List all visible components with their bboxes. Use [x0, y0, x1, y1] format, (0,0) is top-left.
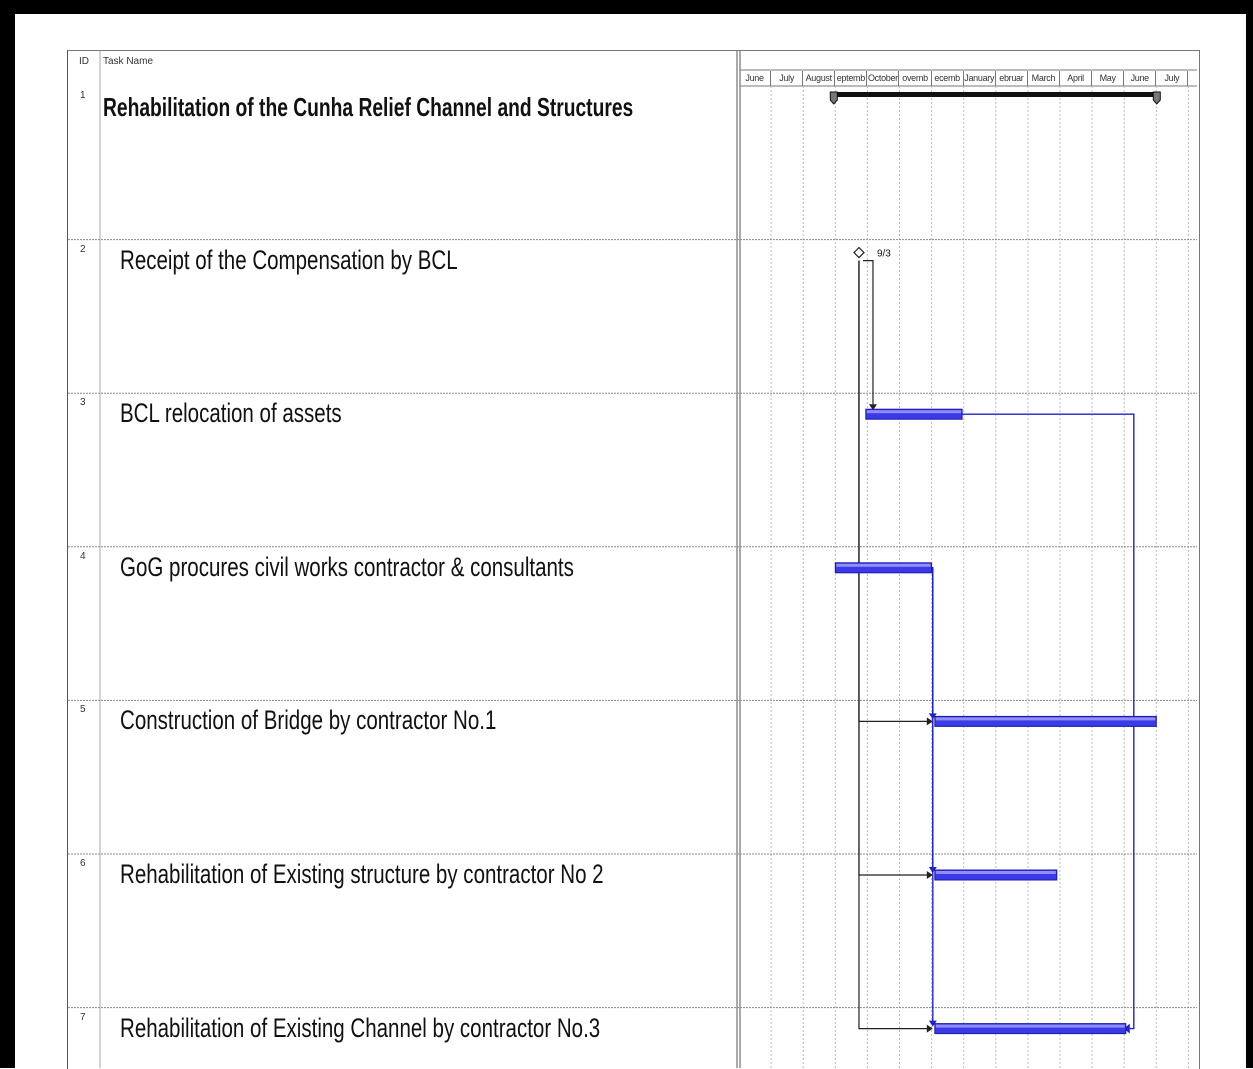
task-bar-highlight: [935, 717, 1156, 721]
task-id: 3: [80, 397, 86, 409]
task-id: 7: [80, 1011, 86, 1023]
task-name: Rehabilitation of Existing structure by …: [120, 859, 604, 889]
dependency-link: [858, 260, 931, 1030]
task-name: Rehabilitation of the Cunha Relief Chann…: [103, 92, 634, 122]
task-bar: [834, 562, 933, 574]
month-label: ovemb: [900, 71, 932, 86]
task-id: 6: [80, 858, 86, 869]
link-arrow: [928, 1020, 937, 1027]
link-arrow: [926, 717, 933, 726]
gantt-sheet: [67, 50, 1200, 1069]
task-bar: [934, 1023, 1127, 1035]
dependency-link: [862, 260, 874, 405]
link-arrow: [926, 1024, 933, 1033]
month-label: ecemb: [932, 71, 964, 86]
milestone-marker: [853, 246, 865, 259]
month-label: June: [739, 71, 772, 86]
task-bar-highlight: [866, 410, 962, 414]
month-label: eptemb: [835, 71, 868, 86]
task-bar-highlight: [935, 1024, 1125, 1028]
month-label: January: [964, 71, 996, 86]
link-arrow: [868, 404, 877, 411]
task-id: 4: [80, 550, 86, 562]
month-label: March: [1028, 71, 1060, 86]
task-name: Rehabilitation of Existing Channel by co…: [120, 1012, 601, 1043]
summary-end-cap: [1152, 91, 1161, 105]
task-name-column-header: Task Name: [103, 56, 154, 67]
task-id: 1: [80, 90, 86, 101]
task-id: 5: [80, 704, 86, 716]
month-label: October: [867, 71, 900, 86]
link-arrow: [1123, 1023, 1130, 1034]
month-label: April: [1060, 71, 1093, 86]
task-name: GoG procures civil works contractor & co…: [120, 551, 574, 582]
task-bar-highlight: [836, 563, 931, 567]
month-label: June: [1124, 71, 1157, 86]
summary-start-cap: [829, 91, 838, 105]
summary-bar: [833, 92, 1158, 97]
milestone-label: 9/3: [877, 249, 891, 260]
dependency-link: [858, 260, 931, 722]
id-column-header: ID: [79, 56, 89, 67]
task-bar: [934, 715, 1157, 727]
task-name: Construction of Bridge by contractor No.…: [120, 705, 497, 736]
month-label: May: [1092, 71, 1125, 86]
month-label: August: [803, 71, 836, 86]
task-bar: [934, 869, 1058, 881]
month-label: ebruar: [996, 71, 1028, 86]
task-name: BCL relocation of assets: [120, 398, 342, 429]
month-label: July: [1156, 71, 1189, 86]
task-bar: [865, 408, 963, 420]
task-id: 2: [80, 243, 86, 255]
task-bar-highlight: [935, 871, 1056, 874]
month-label: July: [771, 71, 804, 86]
link-arrow: [926, 871, 933, 879]
task-name: Receipt of the Compensation by BCL: [120, 244, 458, 275]
